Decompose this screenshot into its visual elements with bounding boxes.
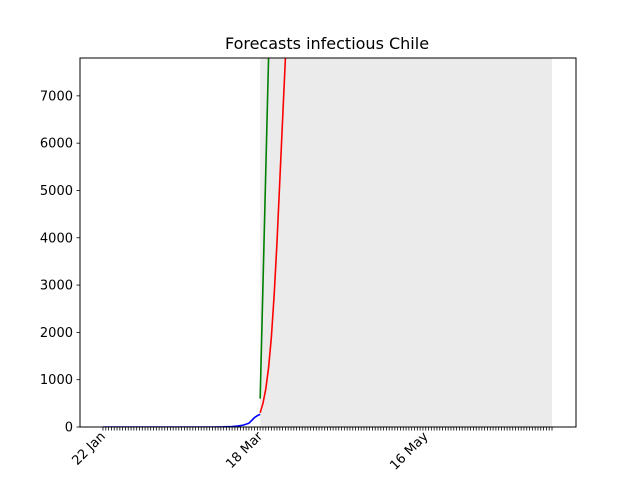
x-axis: 22 Jan 18 Mar 16 May — [69, 427, 553, 473]
x-tick-label: 22 Jan — [69, 429, 108, 468]
forecast-shaded-region — [260, 58, 552, 427]
series-line-1 — [103, 413, 261, 427]
y-tick-label: 7000 — [40, 89, 73, 104]
y-tick-label: 5000 — [40, 184, 73, 199]
y-tick-label: 3000 — [40, 279, 73, 294]
chart-title: Forecasts infectious Chile — [225, 34, 429, 53]
y-tick-label: 1000 — [40, 373, 73, 388]
plot-frame — [79, 57, 577, 428]
x-tick-label: 16 May — [387, 429, 431, 473]
y-tick-label: 6000 — [40, 137, 73, 152]
y-tick-label: 4000 — [40, 231, 73, 246]
series-line-3 — [259, 58, 287, 414]
x-tick-label: 18 Mar — [223, 429, 266, 472]
y-tick-label: 2000 — [40, 326, 73, 341]
series-lines — [103, 58, 287, 427]
series-line-2 — [259, 58, 270, 399]
y-axis: 0 1000 2000 3000 4000 5000 6000 7000 — [40, 89, 80, 436]
y-tick-label: 0 — [65, 421, 73, 436]
